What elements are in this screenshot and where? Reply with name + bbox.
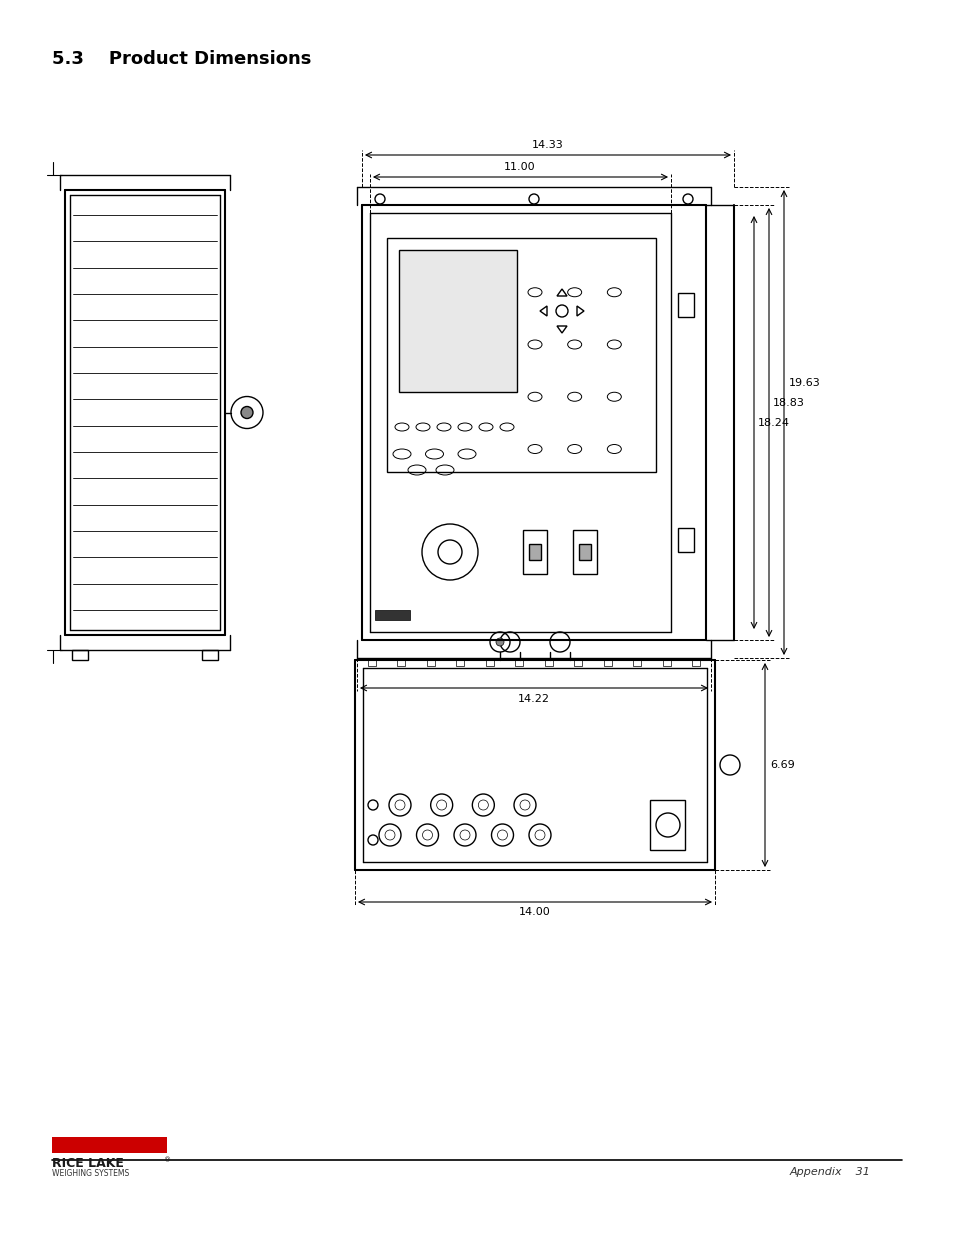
Text: ®: ®	[164, 1157, 171, 1163]
Bar	[678, 293, 693, 317]
Bar	[544, 658, 552, 666]
Text: 6.69: 6.69	[769, 760, 794, 769]
Text: 18.24: 18.24	[758, 417, 789, 427]
Bar	[603, 658, 611, 666]
Circle shape	[241, 406, 253, 419]
Bar	[456, 658, 464, 666]
Text: RICE LAKE: RICE LAKE	[52, 1157, 124, 1170]
Text: 14.22: 14.22	[517, 694, 550, 704]
Bar	[578, 543, 590, 559]
Circle shape	[496, 638, 503, 646]
Bar	[485, 658, 494, 666]
Bar	[529, 543, 540, 559]
Bar	[202, 650, 218, 659]
Text: 5.3    Product Dimensions: 5.3 Product Dimensions	[52, 49, 311, 68]
Bar	[426, 658, 435, 666]
Bar	[661, 658, 670, 666]
Bar	[398, 249, 517, 391]
Text: WEIGHING SYSTEMS: WEIGHING SYSTEMS	[52, 1170, 129, 1178]
Bar	[71, 650, 88, 659]
Bar	[397, 658, 405, 666]
Text: 18.83: 18.83	[772, 398, 804, 408]
Text: Appendix    31: Appendix 31	[788, 1167, 869, 1177]
Bar	[387, 238, 656, 472]
Text: 14.00: 14.00	[518, 906, 550, 918]
Bar	[633, 658, 640, 666]
Text: 11.00: 11.00	[503, 162, 536, 172]
Bar	[678, 529, 693, 552]
Bar	[52, 1137, 167, 1153]
Text: 14.33: 14.33	[532, 140, 563, 149]
Bar	[522, 530, 546, 574]
Bar	[375, 610, 410, 620]
Bar	[515, 658, 523, 666]
Bar	[574, 658, 581, 666]
Bar	[691, 658, 700, 666]
Bar	[573, 530, 597, 574]
Bar	[649, 800, 684, 850]
Text: 19.63: 19.63	[788, 378, 820, 388]
Bar	[368, 658, 375, 666]
